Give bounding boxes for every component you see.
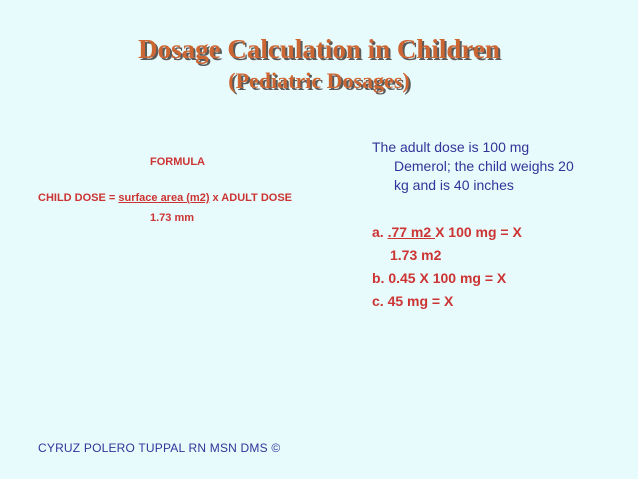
formula-label: FORMULA: [150, 156, 205, 168]
problem-line-3: kg and is 40 inches: [394, 177, 514, 193]
footer-credit: CYRUZ POLERO TUPPAL RN MSN DMS ©: [38, 441, 281, 455]
formula-line: CHILD DOSE = surface area (m2) x ADULT D…: [38, 192, 292, 204]
problem-line-2: Demerol; the child weighs 20: [394, 158, 574, 174]
formula-suffix: x ADULT DOSE: [209, 192, 292, 204]
step-a-prefix: a.: [372, 224, 388, 240]
formula-prefix: CHILD DOSE =: [38, 192, 119, 204]
step-a-denominator: 1.73 m2: [390, 247, 442, 263]
step-b: b. 0.45 X 100 mg = X: [372, 270, 507, 286]
problem-statement: The adult dose is 100 mg Demerol; the ch…: [372, 138, 612, 195]
problem-line-1: The adult dose is 100 mg: [372, 139, 530, 155]
slide-subtitle: (Pediatric Dosages): [228, 68, 410, 93]
formula-denominator: 1.73 mm: [150, 212, 195, 224]
formula-numerator: surface area (m2): [118, 192, 210, 204]
step-a-rest: X 100 mg = X: [435, 224, 522, 240]
step-a: a. .77 m2 X 100 mg = X: [372, 221, 522, 244]
step-a-numerator: .77 m2: [387, 224, 436, 240]
slide-title: Dosage Calculation in Children: [138, 34, 500, 64]
solution-steps: a. .77 m2 X 100 mg = X 1.73 m2 b. 0.45 X…: [372, 221, 522, 313]
step-c: c. 45 mg = X: [372, 293, 454, 309]
